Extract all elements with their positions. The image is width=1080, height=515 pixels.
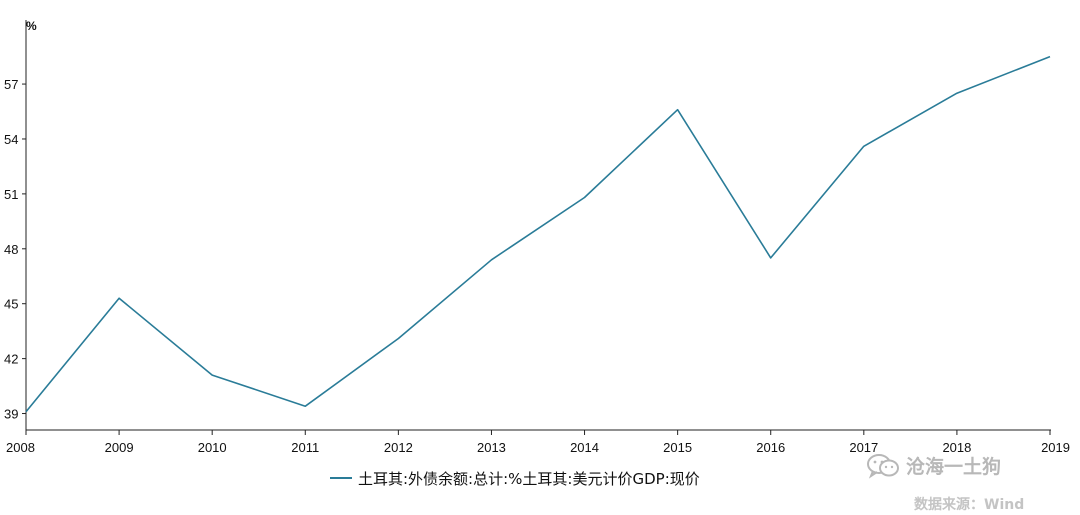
x-tick-label: 2013 (477, 440, 506, 455)
y-axis-unit-label: % (26, 19, 37, 33)
x-tick-label: 2016 (756, 440, 785, 455)
series-line (25, 55, 1051, 413)
x-tick-label: 2012 (384, 440, 413, 455)
y-tick-label: 54 (4, 132, 18, 147)
y-tick-label: 57 (4, 77, 18, 92)
y-tick-label: 39 (4, 407, 18, 422)
y-tick-label: 42 (4, 352, 18, 367)
x-tick-label: 2009 (105, 440, 134, 455)
x-tick-label: 2014 (570, 440, 599, 455)
x-tick-label: 2010 (198, 440, 227, 455)
x-tick-label: 2015 (663, 440, 692, 455)
x-tick-label: 2008 (6, 440, 35, 455)
x-tick-label: 2018 (942, 440, 971, 455)
legend-label: 土耳其:外债余额:总计:%土耳其:美元计价GDP:现价 (358, 469, 700, 488)
source-note: 数据来源：Wind (914, 497, 1025, 513)
watermark-text: 沧海一土狗 (906, 456, 1002, 478)
legend-swatch (330, 477, 352, 479)
y-tick-label: 48 (4, 242, 18, 257)
x-tick-label: 2011 (291, 440, 319, 455)
x-tick-label: 2017 (849, 440, 878, 455)
axes (25, 20, 1051, 431)
legend: 土耳其:外债余额:总计:%土耳其:美元计价GDP:现价 (330, 466, 700, 490)
x-tick-label: 2019 (1041, 440, 1070, 455)
series-layer (25, 55, 1051, 413)
y-tick-label: 51 (4, 187, 18, 202)
wechat-icon (867, 453, 899, 479)
y-tick-label: 45 (4, 297, 18, 312)
y-axis-ticks: 39 42 45 48 51 54 57 (4, 77, 26, 422)
x-axis-ticks: 2008 2009 2010 2011 2012 2013 2014 2015 2016 2017… (6, 430, 1070, 455)
watermark: 沧海一土狗 (866, 452, 1001, 479)
